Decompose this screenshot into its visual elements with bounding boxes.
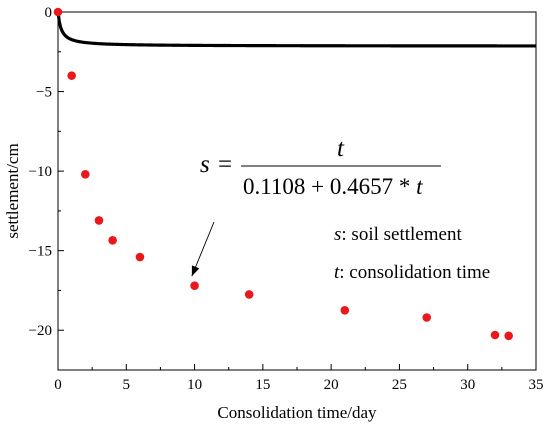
legend-s: s: soil settlement [334,224,462,245]
annotation-arrow [191,221,215,277]
data-point [81,169,90,179]
data-point [244,290,254,299]
x-axis-ticks: 0 5 10 15 20 25 30 35 [54,364,544,393]
equation-numerator: t [337,135,345,162]
y-tick-label: −10 [29,164,52,180]
x-tick-label: 35 [529,377,544,393]
legend-t: t: consolidation time [334,262,490,283]
y-tick-label: −20 [29,323,52,339]
data-point [135,252,145,262]
fit-curve-line [56,11,537,48]
y-tick-label: −15 [29,244,52,260]
y-axis-ticks: 0 −5 −10 −15 −20 [29,5,64,371]
data-point [108,236,117,245]
x-axis-label: Consolidation time/day [217,403,377,422]
fit-equation: s = t 0.1108 + 0.4657 * t [200,135,441,199]
data-points [53,7,513,341]
data-point [53,7,63,17]
data-point [94,216,104,225]
equation-denominator: 0.1108 + 0.4657 * t [243,174,423,199]
y-tick-label: 0 [45,5,53,21]
equation-equals: = [218,151,232,178]
data-point [190,281,199,290]
x-tick-label: 30 [460,377,475,393]
data-point [67,71,76,80]
data-point [504,331,513,341]
x-tick-label: 0 [54,377,62,393]
x-tick-label: 25 [392,377,407,393]
x-tick-label: 10 [187,377,202,393]
data-point [490,330,500,340]
symbol-legend: s: soil settlement t: consolidation time [334,224,490,283]
equation-lhs: s [200,151,210,178]
y-axis-label: settlement/cm [3,143,22,238]
x-tick-label: 20 [324,377,339,393]
x-tick-label: 15 [255,377,270,393]
fit-curve [56,11,537,48]
data-point [340,306,350,315]
x-tick-label: 5 [123,377,131,393]
data-point [422,313,432,322]
y-tick-label: −5 [36,85,52,101]
